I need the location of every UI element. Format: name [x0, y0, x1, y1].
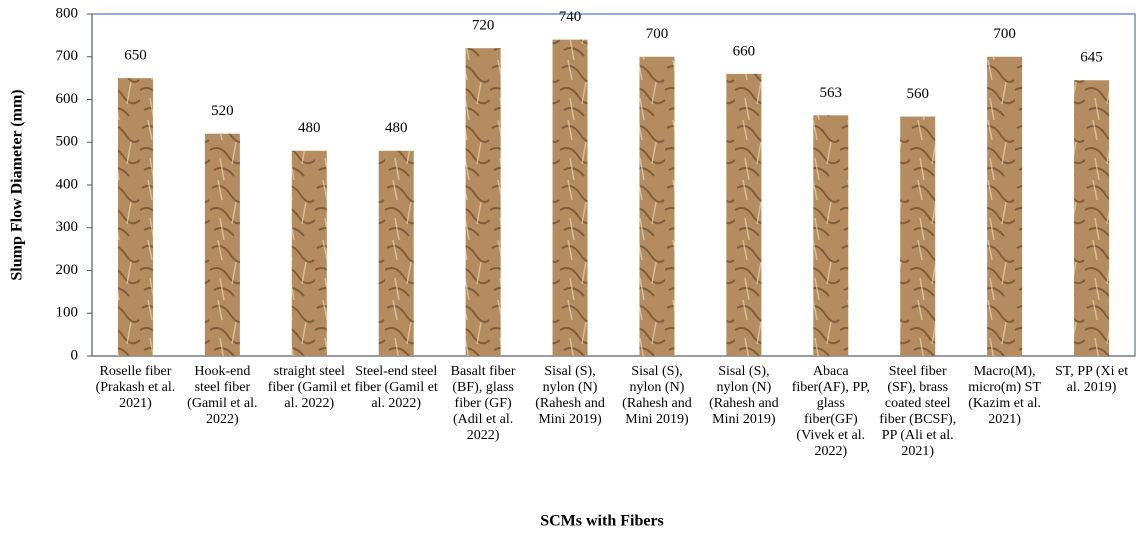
- x-tick-label-box: Basalt fiber (BF), glass fiber (GF) (Adi…: [441, 364, 526, 504]
- value-label: 560: [906, 86, 929, 102]
- value-label: 700: [993, 26, 1016, 42]
- x-tick-label: Roselle fiber (Prakash et al. 2021): [93, 364, 178, 412]
- x-tick-label-box: Steel fiber (SF), brass coated steel fib…: [875, 364, 960, 504]
- x-tick-label-box: Sisal (S), nylon (N)(Rahesh and Mini 201…: [701, 364, 786, 504]
- bar-fill: [987, 57, 1022, 356]
- bar: [900, 117, 935, 356]
- x-tick-label: Macro(M), micro(m) ST (Kazim et al. 2021…: [962, 364, 1047, 428]
- value-label: 480: [385, 120, 408, 136]
- x-axis-label: SCMs with Fibers: [540, 513, 664, 530]
- bar: [379, 151, 414, 356]
- x-tick-label: Abaca fiber(AF), PP, glass fiber(GF) (Vi…: [788, 364, 873, 460]
- value-label: 520: [211, 103, 234, 119]
- bar-fill: [205, 134, 240, 356]
- value-label: 480: [298, 120, 321, 136]
- bar-fill: [900, 117, 935, 356]
- bar-fill: [118, 78, 153, 356]
- bar-fill: [466, 48, 501, 356]
- x-tick-label: Sisal (S), nylon (N)(Rahesh and Mini 201…: [701, 364, 786, 428]
- x-tick-label-box: ST, PP (Xi et al. 2019): [1049, 364, 1134, 504]
- bar-fill: [379, 151, 414, 356]
- x-tick-label: Steel-end steel fiber (Gamil et al. 2022…: [354, 364, 439, 412]
- y-axis-label: Slump Flow Diameter (mm): [9, 89, 26, 280]
- y-tick-label: 0: [71, 347, 79, 363]
- x-tick-label: straight steel fiber (Gamil et al. 2022): [267, 364, 352, 412]
- x-tick-label-box: Sisal (S), nylon (N)(Rahesh and Mini 201…: [615, 364, 700, 504]
- y-tick-label: 200: [56, 262, 79, 278]
- x-tick-label-box: Roselle fiber (Prakash et al. 2021): [93, 364, 178, 504]
- value-label: 740: [559, 9, 582, 25]
- bar: [205, 134, 240, 356]
- x-tick-label-box: Steel-end steel fiber (Gamil et al. 2022…: [354, 364, 439, 504]
- x-tick-label-box: straight steel fiber (Gamil et al. 2022): [267, 364, 352, 504]
- value-label: 563: [820, 85, 843, 101]
- y-tick-label: 600: [56, 91, 79, 107]
- value-label: 720: [472, 18, 495, 34]
- x-tick-label: ST, PP (Xi et al. 2019): [1049, 364, 1134, 396]
- x-tick-label-box: Sisal (S), nylon (N) (Rahesh and Mini 20…: [528, 364, 613, 504]
- bar-fill: [292, 151, 327, 356]
- bar-fill: [813, 115, 848, 356]
- x-tick-label: Sisal (S), nylon (N)(Rahesh and Mini 201…: [615, 364, 700, 428]
- bar-fill: [553, 40, 588, 356]
- bar: [1074, 80, 1109, 356]
- bar: [987, 57, 1022, 356]
- y-tick-label: 100: [56, 305, 79, 321]
- chart: SCMs with Fibers Slump Flow Diameter (mm…: [0, 0, 1143, 538]
- bar-fill: [726, 74, 761, 356]
- value-label: 645: [1080, 50, 1103, 66]
- x-tick-label: Basalt fiber (BF), glass fiber (GF) (Adi…: [441, 364, 526, 444]
- value-label: 660: [733, 43, 756, 59]
- x-tick-label: Sisal (S), nylon (N) (Rahesh and Mini 20…: [528, 364, 613, 428]
- bar-fill: [639, 57, 674, 356]
- x-tick-label: Steel fiber (SF), brass coated steel fib…: [875, 364, 960, 460]
- x-tick-label-box: Macro(M), micro(m) ST (Kazim et al. 2021…: [962, 364, 1047, 504]
- bar-fill: [1074, 80, 1109, 356]
- y-tick-label: 300: [56, 219, 79, 235]
- bar: [639, 57, 674, 356]
- bar: [292, 151, 327, 356]
- bar: [813, 115, 848, 356]
- bar: [553, 40, 588, 356]
- x-tick-label: Hook-end steel fiber (Gamil et al. 2022): [180, 364, 265, 428]
- bar: [466, 48, 501, 356]
- bar: [726, 74, 761, 356]
- y-tick-label: 400: [56, 176, 79, 192]
- value-label: 650: [124, 48, 147, 64]
- page: SCMs with Fibers Slump Flow Diameter (mm…: [0, 0, 1143, 543]
- x-tick-label-box: Hook-end steel fiber (Gamil et al. 2022): [180, 364, 265, 504]
- plot-frame: [92, 14, 1135, 356]
- y-tick-label: 500: [56, 134, 79, 150]
- value-label: 700: [646, 26, 669, 42]
- y-tick-label: 800: [56, 5, 79, 21]
- bar: [118, 78, 153, 356]
- y-tick-label: 700: [56, 48, 79, 64]
- x-tick-label-box: Abaca fiber(AF), PP, glass fiber(GF) (Vi…: [788, 364, 873, 504]
